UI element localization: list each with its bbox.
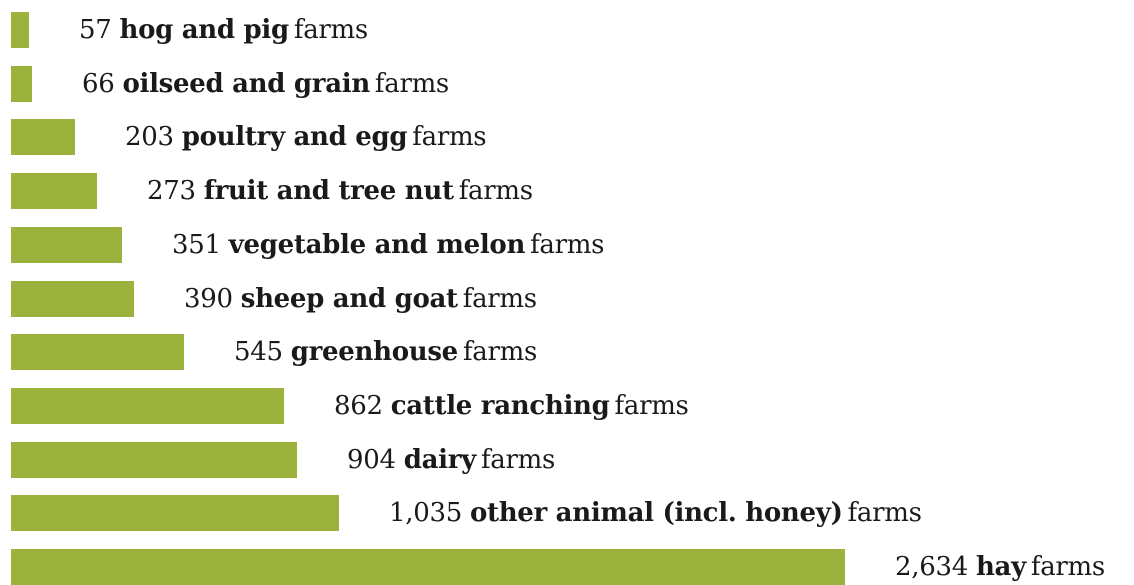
bar-value-label: 351 xyxy=(172,230,221,260)
bar-label: 273 fruit and tree nut farms xyxy=(147,173,533,209)
bar-row: 2,634 hay farms xyxy=(0,549,1134,585)
bar-suffix-label: farms xyxy=(462,284,537,314)
bar-label: 904 dairy farms xyxy=(347,442,555,478)
bar-value-label: 1,035 xyxy=(389,498,462,528)
bar-category-label: other animal (incl. honey) xyxy=(469,498,843,528)
bar-value-label: 57 xyxy=(79,15,112,45)
bar-suffix-label: farms xyxy=(412,122,487,152)
bar-suffix-label: farms xyxy=(458,176,533,206)
bar-category-label: greenhouse xyxy=(290,337,459,367)
bar-label: 1,035 other animal (incl. honey) farms xyxy=(389,495,922,531)
bar-label: 351 vegetable and melon farms xyxy=(172,227,604,263)
bar-category-label: sheep and goat xyxy=(240,284,458,314)
bar-category-label: poultry and egg xyxy=(181,122,408,152)
bar-row: 203 poultry and egg farms xyxy=(0,119,1134,155)
bar-suffix-label: farms xyxy=(374,69,449,99)
bar-label: 2,634 hay farms xyxy=(895,549,1105,585)
bar-value-label: 66 xyxy=(82,69,115,99)
bar-row: 545 greenhouse farms xyxy=(0,334,1134,370)
bar-row: 273 fruit and tree nut farms xyxy=(0,173,1134,209)
bar-category-label: hog and pig xyxy=(119,15,289,45)
bar-label: 862 cattle ranching farms xyxy=(334,388,689,424)
bar-row: 862 cattle ranching farms xyxy=(0,388,1134,424)
bar-value-label: 273 xyxy=(147,176,196,206)
bar-category-label: oilseed and grain xyxy=(122,69,370,99)
bar-value-label: 2,634 xyxy=(895,552,968,582)
bar xyxy=(11,119,76,155)
bar-label: 390 sheep and goat farms xyxy=(184,281,537,317)
bar-row: 57 hog and pig farms xyxy=(0,12,1134,48)
bar-suffix-label: farms xyxy=(293,15,368,45)
bar-suffix-label: farms xyxy=(480,445,556,475)
bar xyxy=(11,442,298,478)
bar-category-label: dairy xyxy=(403,445,477,475)
bar-label: 57 hog and pig farms xyxy=(79,12,368,48)
bar xyxy=(11,549,845,585)
bar xyxy=(11,12,30,48)
bar-suffix-label: farms xyxy=(847,498,922,528)
bar-value-label: 545 xyxy=(234,337,283,367)
bar-category-label: hay xyxy=(975,552,1026,582)
bar xyxy=(11,388,284,424)
bar xyxy=(11,281,135,317)
bar xyxy=(11,227,123,263)
bar-value-label: 904 xyxy=(347,445,396,475)
bar-label: 203 poultry and egg farms xyxy=(125,119,487,155)
bar-row: 351 vegetable and melon farms xyxy=(0,227,1134,263)
bar-category-label: vegetable and melon xyxy=(228,230,526,260)
bar-value-label: 862 xyxy=(334,391,383,421)
bar xyxy=(11,66,32,102)
bar xyxy=(11,334,184,370)
bar-category-label: fruit and tree nut xyxy=(203,176,454,206)
bar-label: 545 greenhouse farms xyxy=(234,334,537,370)
bar-category-label: cattle ranching xyxy=(390,391,610,421)
bar-row: 904 dairy farms xyxy=(0,442,1134,478)
bar-row: 66 oilseed and grain farms xyxy=(0,66,1134,102)
bar xyxy=(11,495,339,531)
bar-row: 1,035 other animal (incl. honey) farms xyxy=(0,495,1134,531)
bar-suffix-label: farms xyxy=(530,230,605,260)
bar-suffix-label: farms xyxy=(1030,552,1105,582)
bar-value-label: 203 xyxy=(125,122,174,152)
bar xyxy=(11,173,98,209)
bar-suffix-label: farms xyxy=(462,337,537,367)
bar-row: 390 sheep and goat farms xyxy=(0,281,1134,317)
bar-value-label: 390 xyxy=(184,284,233,314)
bar-label: 66 oilseed and grain farms xyxy=(82,66,449,102)
bar-suffix-label: farms xyxy=(614,391,689,421)
